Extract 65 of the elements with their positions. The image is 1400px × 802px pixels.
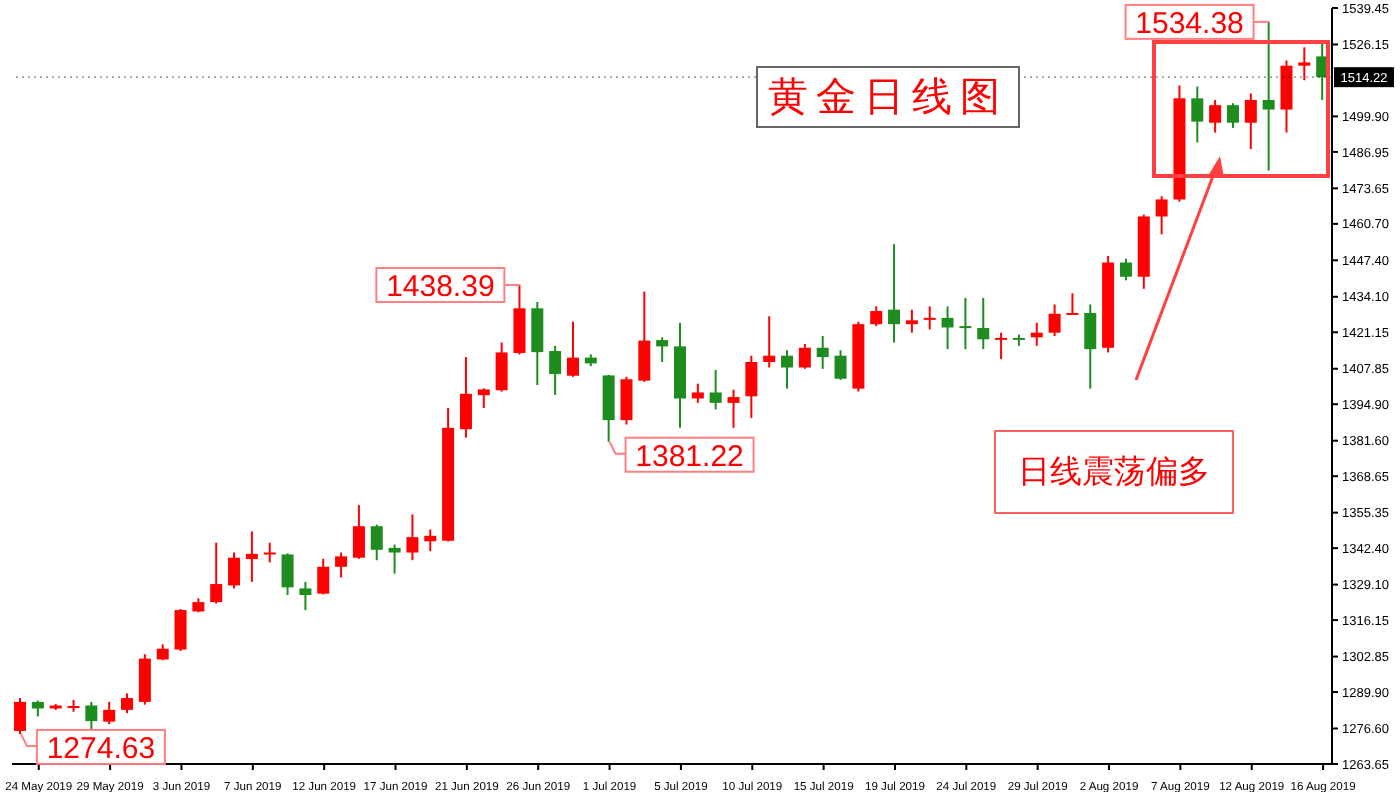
candlestick: [1066, 292, 1079, 316]
candlestick: [834, 349, 847, 381]
candlestick: [709, 368, 722, 411]
candlestick: [317, 557, 330, 596]
candlestick: [121, 692, 134, 715]
candlestick: [352, 504, 365, 560]
candlestick: [1155, 195, 1168, 236]
candlestick: [1280, 59, 1293, 134]
annotation: 1274.63: [46, 731, 156, 766]
candlestick: [459, 356, 472, 439]
candlestick: [531, 300, 544, 387]
candlestick: [1262, 20, 1275, 172]
candlestick: [138, 653, 151, 706]
annotation: 1381.22: [635, 439, 744, 474]
candlestick: [620, 375, 633, 426]
candlestick: [1048, 303, 1061, 337]
candlestick: [103, 700, 116, 726]
candlestick: [888, 243, 901, 344]
candlestick: [656, 336, 669, 364]
candlestick: [727, 388, 740, 429]
candlestick: [763, 315, 776, 369]
candlestick: [816, 334, 829, 370]
candlestick: [977, 296, 990, 351]
candlestick: [602, 373, 615, 443]
annotation: 日线震荡偏多: [994, 430, 1234, 514]
candlestick: [905, 308, 918, 334]
candlestick: [228, 551, 241, 590]
candlestick: [424, 528, 437, 553]
candlestick: [14, 697, 26, 735]
candlestick: [745, 354, 758, 419]
candlestick: [549, 344, 562, 396]
candlestick: [1191, 85, 1204, 144]
candlestick: [335, 551, 348, 579]
candlestick: [781, 349, 794, 390]
candlestick: [263, 541, 276, 564]
candlestick: [85, 700, 98, 731]
candlestick: [281, 552, 294, 597]
candlestick: [566, 320, 579, 378]
candlestick: [174, 607, 187, 652]
candlestick: [1226, 102, 1239, 129]
candlestick: [245, 530, 258, 583]
annotation: 1438.39: [386, 270, 495, 305]
candlestick: [406, 513, 419, 562]
candlestick: [798, 342, 811, 370]
candlestick: [1119, 257, 1132, 282]
candlestick: [995, 331, 1008, 360]
candlestick: [941, 305, 954, 351]
candlestick: [513, 284, 526, 356]
annotation: 1534.38: [1135, 6, 1244, 41]
candlestick: [370, 523, 383, 562]
candlestick: [477, 387, 490, 410]
candlestick: [1084, 303, 1097, 390]
candlestick: [638, 290, 651, 383]
candlestick: [1298, 46, 1311, 82]
candlestick: [959, 296, 972, 351]
candlestick: [1209, 98, 1222, 134]
candlestick: [870, 305, 883, 328]
candlestick: [923, 305, 936, 331]
candlestick: [388, 543, 401, 575]
candlestick: [1244, 92, 1257, 151]
candlestick: [299, 580, 312, 612]
text: 黄金日线图: [756, 66, 1020, 128]
candlestick: [495, 341, 508, 393]
candlestick: [210, 541, 223, 605]
candlestick: [691, 382, 704, 404]
